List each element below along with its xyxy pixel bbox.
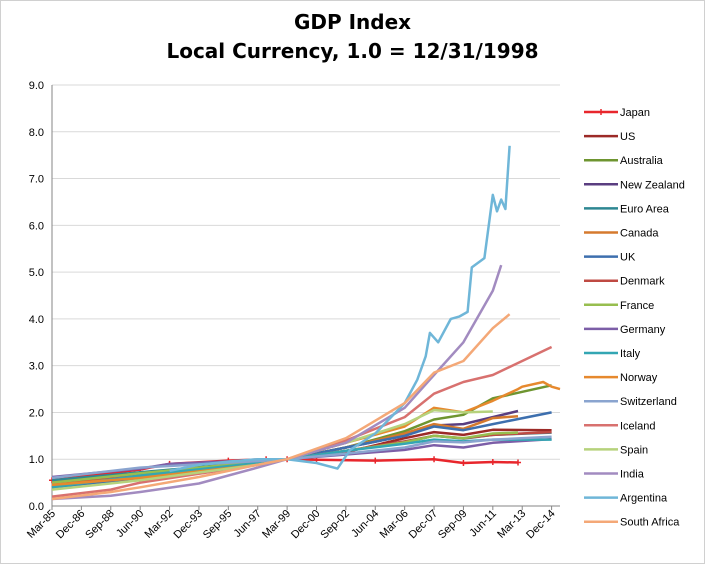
x-tick-label: Jun-90 bbox=[114, 508, 146, 540]
x-tick-label: Sep-02 bbox=[318, 508, 352, 542]
y-tick-label: 5.0 bbox=[29, 267, 44, 279]
legend-item: UK bbox=[584, 252, 636, 264]
y-tick-label: 2.0 bbox=[29, 407, 44, 419]
legend-item: Euro Area bbox=[584, 203, 670, 215]
legend-item: Iceland bbox=[584, 420, 655, 432]
x-tick-label: Dec-00 bbox=[289, 508, 323, 542]
y-tick-label: 7.0 bbox=[29, 174, 44, 186]
y-tick-label: 3.0 bbox=[29, 361, 44, 373]
legend-marker bbox=[598, 109, 604, 115]
y-tick-label: 6.0 bbox=[29, 220, 44, 232]
legend-label: Australia bbox=[620, 155, 664, 167]
y-tick-label: 8.0 bbox=[29, 127, 44, 139]
legend-item: Switzerland bbox=[584, 396, 677, 408]
legend-label: Spain bbox=[620, 444, 648, 456]
x-tick-label: Mar-06 bbox=[378, 508, 411, 541]
y-tick-label: 1.0 bbox=[29, 454, 44, 466]
chart-title-block: GDP Index Local Currency, 1.0 = 12/31/19… bbox=[0, 8, 705, 66]
legend-item: US bbox=[584, 131, 635, 143]
chart-subtitle: Local Currency, 1.0 = 12/31/1998 bbox=[166, 39, 539, 63]
y-tick-label: 9.0 bbox=[29, 80, 44, 92]
legend-label: India bbox=[620, 469, 645, 481]
data-point bbox=[515, 459, 522, 466]
legend-item: Japan bbox=[584, 107, 650, 119]
legend-label: Canada bbox=[620, 228, 659, 240]
legend-label: US bbox=[620, 131, 635, 143]
x-tick-label: Jun-97 bbox=[232, 508, 264, 540]
legend-label: Germany bbox=[620, 324, 666, 336]
legend-item: Argentina bbox=[584, 493, 668, 505]
data-point bbox=[460, 459, 467, 466]
series-line bbox=[51, 313, 511, 501]
x-tick-label: Sep-95 bbox=[201, 508, 235, 542]
legend-label: South Africa bbox=[620, 517, 680, 529]
legend-item: Australia bbox=[584, 155, 664, 167]
legend-label: UK bbox=[620, 252, 636, 264]
legend-item: Canada bbox=[584, 228, 659, 240]
series-lines bbox=[49, 145, 561, 501]
series-line bbox=[51, 264, 503, 501]
legend-label: Italy bbox=[620, 348, 641, 360]
legend-item: Norway bbox=[584, 372, 658, 384]
legend-label: Switzerland bbox=[620, 396, 677, 408]
x-tick-label: Sep-09 bbox=[436, 508, 470, 542]
legend-label: Norway bbox=[620, 372, 658, 384]
legend-label: Denmark bbox=[620, 276, 665, 288]
data-point bbox=[431, 456, 438, 463]
legend-item: Spain bbox=[584, 444, 648, 456]
legend-label: Japan bbox=[620, 107, 650, 119]
legend-label: France bbox=[620, 300, 654, 312]
legend-label: Iceland bbox=[620, 420, 655, 432]
legend-item: France bbox=[584, 300, 654, 312]
gridlines bbox=[52, 84, 560, 460]
x-tick-label: Sep-88 bbox=[83, 508, 117, 542]
legend-item: New Zealand bbox=[584, 179, 685, 191]
legend-item: South Africa bbox=[584, 517, 680, 529]
series-line bbox=[51, 345, 553, 498]
x-tick-label: Mar-13 bbox=[495, 508, 528, 541]
x-tick-label: Jun-11 bbox=[467, 508, 499, 540]
legend-label: Euro Area bbox=[620, 203, 670, 215]
x-tick-label: Dec-07 bbox=[407, 508, 441, 542]
chart-title: GDP Index bbox=[293, 10, 412, 34]
legend-item: Italy bbox=[584, 348, 641, 360]
series-line bbox=[169, 145, 511, 473]
x-tick-label: Jun-04 bbox=[349, 508, 381, 540]
y-tick-label: 0.0 bbox=[29, 501, 44, 513]
legend-label: Argentina bbox=[620, 493, 668, 505]
x-tick-label: Mar-99 bbox=[260, 508, 293, 541]
legend-label: New Zealand bbox=[620, 179, 685, 191]
x-tick-label: Mar-92 bbox=[143, 508, 176, 541]
legend-item: Germany bbox=[584, 324, 666, 336]
legend-item: India bbox=[584, 469, 645, 481]
legend: Japan US Australia New Zealand Euro Area Cana… bbox=[584, 107, 685, 529]
x-tick-label: Dec-86 bbox=[54, 508, 88, 542]
data-point bbox=[372, 457, 379, 464]
y-tick-label: 4.0 bbox=[29, 314, 44, 326]
legend-item: Denmark bbox=[584, 276, 665, 288]
data-point bbox=[489, 459, 496, 466]
x-tick-label: Dec-14 bbox=[524, 508, 558, 542]
x-tick-label: Dec-93 bbox=[171, 508, 205, 542]
